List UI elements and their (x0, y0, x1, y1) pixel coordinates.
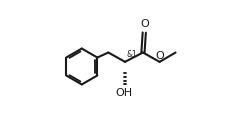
Text: O: O (155, 51, 164, 61)
Text: O: O (140, 19, 149, 29)
Text: OH: OH (116, 88, 133, 98)
Text: &1: &1 (126, 49, 137, 59)
